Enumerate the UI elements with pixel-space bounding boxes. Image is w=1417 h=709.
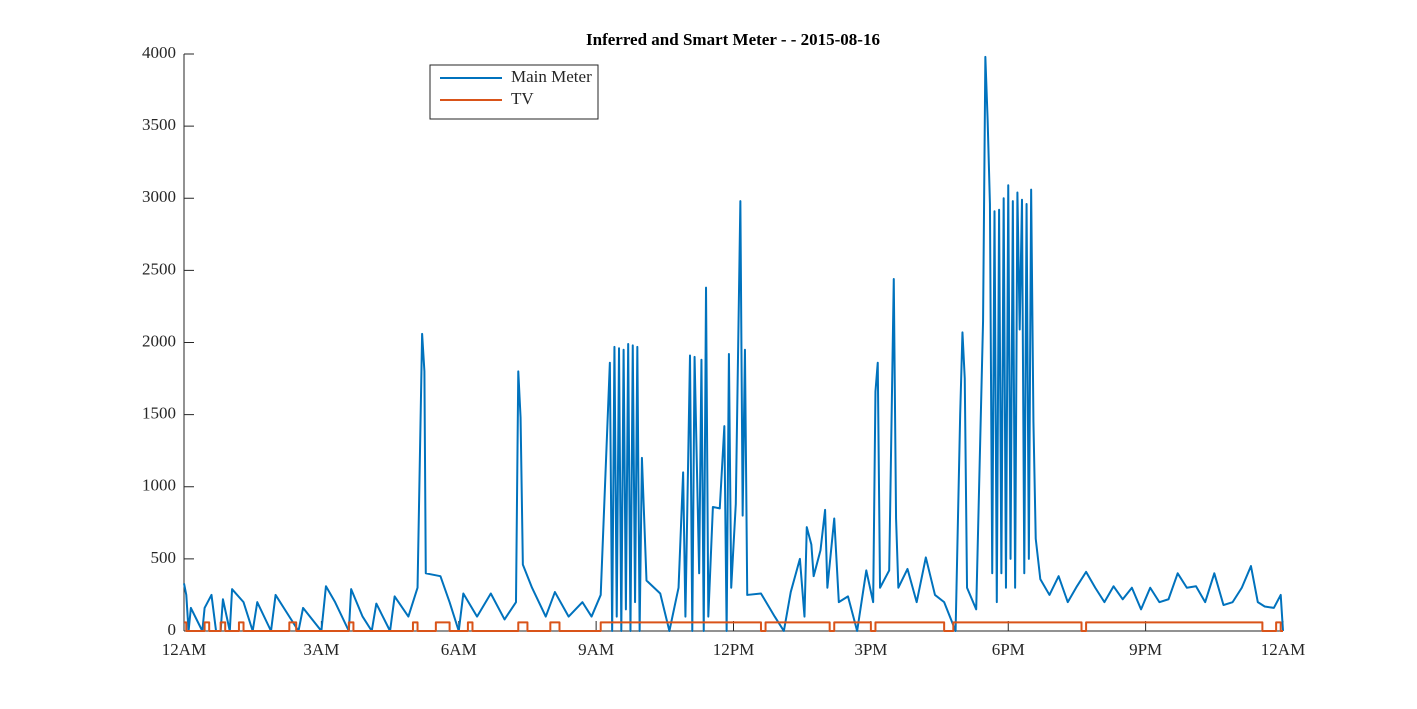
x-tick-label: 12AM (1261, 640, 1305, 659)
x-tick-label: 3PM (854, 640, 887, 659)
x-tick-label: 12AM (162, 640, 206, 659)
legend-box (429, 64, 599, 120)
x-tick-label: 9AM (578, 640, 614, 659)
y-tick-label: 0 (168, 620, 177, 639)
y-tick-label: 2500 (142, 259, 176, 278)
y-tick-label: 4000 (142, 43, 176, 62)
y-tick-label: 3000 (142, 187, 176, 206)
x-tick-label: 6PM (992, 640, 1025, 659)
y-tick-label: 2000 (142, 331, 176, 350)
x-tick-label: 9PM (1129, 640, 1162, 659)
x-tick-label: 12PM (713, 640, 755, 659)
chart-title: Inferred and Smart Meter - - 2015-08-16 (586, 30, 880, 49)
x-tick-label: 6AM (441, 640, 477, 659)
x-tick-label: 3AM (303, 640, 339, 659)
legend-label: TV (511, 89, 534, 108)
y-tick-label: 3500 (142, 115, 176, 134)
series-line (183, 55, 1284, 632)
y-tick-label: 1000 (142, 476, 176, 495)
y-tick-label: 1500 (142, 404, 176, 423)
series-line (184, 621, 1283, 632)
y-tick-label: 500 (151, 548, 177, 567)
legend-label: Main Meter (511, 67, 592, 86)
